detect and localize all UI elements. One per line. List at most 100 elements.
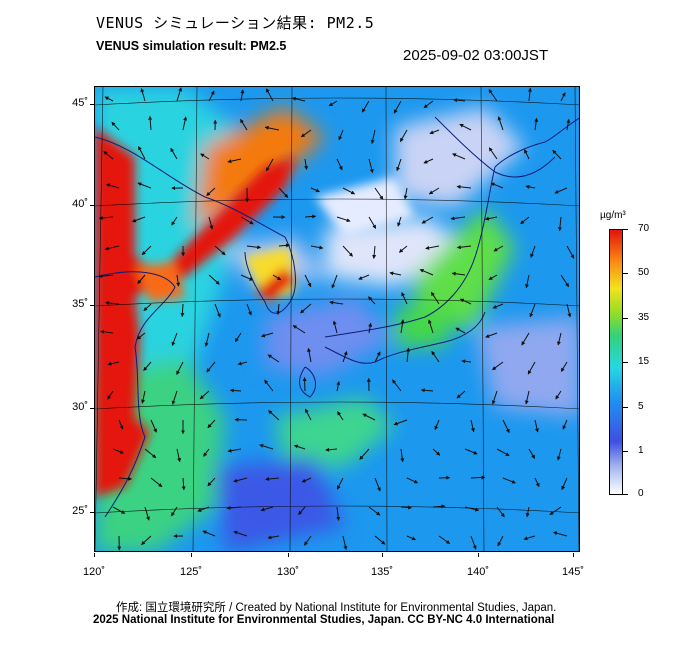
wind-arrow [368,506,381,516]
wind-arrow [98,215,114,220]
wind-arrow [141,245,152,256]
coastlines [95,116,579,518]
wind-arrow [470,535,477,550]
wind-arrow [144,448,157,459]
wind-arrow [520,216,530,225]
title-japanese: VENUS シミュレーション結果: PM2.5 [96,14,375,32]
wind-arrow [325,447,338,452]
wind-arrow [438,535,451,544]
wind-arrow [264,125,280,131]
wind-arrow [423,158,434,164]
lat-tick [90,305,94,306]
wind-arrow [176,448,182,463]
wind-arrow [307,347,312,363]
wind-arrow [208,90,215,102]
lon-tick [573,553,574,557]
wind-arrow [461,359,472,364]
wind-arrow [557,332,562,346]
wind-arrow [452,153,466,160]
lat-tick [90,205,94,206]
wind-arrow [143,303,152,312]
wind-arrow [171,332,178,347]
wind-arrow [527,361,536,375]
wind-arrow [502,477,516,484]
wind-arrow [98,274,114,279]
wind-arrow [214,303,221,318]
wind-arrow [399,129,408,143]
wind-arrow [180,303,185,318]
lon-tick [94,553,95,557]
wind-arrow [529,303,536,318]
wind-arrow [491,361,504,371]
wind-arrow [362,413,376,421]
wind-arrow [111,121,120,131]
wind-arrow [301,477,312,483]
wind-arrow [393,100,402,114]
wind-arrow [332,320,338,334]
wind-arrow [566,303,572,318]
wind-arrow [491,390,498,405]
wind-arrow [150,477,163,488]
wind-arrow [336,380,341,392]
wind-arrow [118,476,133,481]
wind-arrow [389,271,402,276]
wind-arrow [144,506,150,521]
wind-arrow [338,129,344,141]
wind-arrow [171,390,178,405]
wind-arrow [118,419,124,430]
wind-arrow [272,274,282,281]
wind-arrow [406,535,417,541]
wind-arrow [298,506,306,516]
wind-arrow [304,274,312,288]
wind-arrow [432,448,441,456]
wind-arrow [237,361,248,366]
wind-arrow [260,506,274,512]
lon-label-125: 125˚ [179,566,203,578]
lon-label-120: 120˚ [82,566,106,578]
wind-arrow [428,187,440,195]
wind-arrow [143,361,152,372]
wind-arrow [206,187,216,196]
wind-arrow [207,477,216,487]
wind-arrow [328,100,338,107]
wind-arrow [310,187,320,193]
wind-arrow [530,245,536,258]
wind-arrow [464,448,478,455]
wind-arrow [265,477,280,482]
wind-arrow [148,115,153,131]
pm25-map[interactable] [94,86,580,552]
wind-arrow [372,245,377,259]
wind-arrow [521,332,530,346]
wind-arrow [202,530,216,537]
wind-arrow [403,187,408,200]
wind-arrow [204,332,210,347]
colorbar-label-70: 70 [638,223,650,234]
wind-arrow [423,100,434,109]
wind-arrow [112,506,126,514]
wind-arrow [374,351,381,363]
wind-arrow [554,187,568,194]
wind-arrow [208,216,214,230]
wind-arrow [398,245,408,253]
colorbar-label-35: 35 [638,312,650,323]
wind-arrow [304,158,309,170]
colorbar-label-5: 5 [638,401,644,412]
colorbar-tick [623,362,628,363]
wind-arrow [240,89,245,102]
wind-arrow [427,319,434,334]
wind-arrow [176,274,181,287]
wind-arrow [240,118,248,131]
wind-arrow [342,187,356,195]
wind-arrow [107,361,120,366]
wind-arrow [259,443,274,450]
wind-arrow [278,243,291,248]
wind-arrow [450,216,466,221]
wind-arrow [374,187,384,200]
wind-arrow [485,332,498,338]
wind-arrow [527,87,532,102]
wind-arrow [138,146,146,160]
wind-arrow [265,158,274,172]
lat-label-45: 45˚ [72,97,88,109]
colorbar-unit: µg/m³ [600,210,626,221]
wind-arrow [300,129,312,138]
